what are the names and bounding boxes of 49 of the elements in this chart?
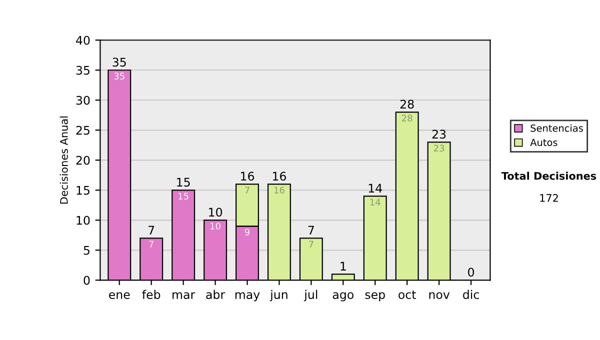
- data-label: 9: [244, 228, 250, 236]
- x-tick-label: sep: [365, 292, 385, 302]
- data-label: 7: [309, 240, 314, 248]
- y-tick-label: 25: [76, 126, 90, 135]
- x-tick-label: mar: [172, 292, 196, 300]
- x-tick-label: nov: [429, 292, 450, 300]
- data-label: 35: [114, 72, 124, 80]
- data-label: 16: [274, 186, 284, 194]
- x-tick-label: may: [235, 292, 260, 302]
- data-label: 28: [402, 114, 412, 122]
- total-label: 0: [468, 268, 474, 277]
- y-axis-title: Decisiones Anual: [60, 116, 68, 204]
- x-tick-label: jul: [304, 290, 318, 302]
- total-label: 23: [432, 130, 446, 139]
- data-label: 15: [178, 192, 188, 200]
- total-label: 16: [273, 172, 286, 181]
- data-label: 10: [210, 222, 220, 230]
- x-tick-label: dic: [463, 290, 479, 300]
- x-tick-label: jun: [270, 290, 288, 302]
- x-tick-label: feb: [142, 290, 160, 300]
- total-label: 10: [209, 208, 222, 217]
- y-tick-label: 15: [76, 186, 90, 195]
- legend-label: Autos: [530, 138, 558, 146]
- x-tick-label: abr: [206, 290, 226, 300]
- y-tick-label: 40: [76, 36, 90, 45]
- x-tick-label: oct: [398, 290, 416, 300]
- y-tick-label: 5: [84, 246, 90, 255]
- total-label: 7: [308, 226, 314, 234]
- total-label: 28: [400, 100, 414, 109]
- text: 172: [540, 194, 558, 202]
- total-label: 14: [368, 184, 382, 192]
- data-label: 7: [149, 240, 154, 248]
- x-tick-label: ago: [332, 292, 354, 302]
- total-label: 15: [177, 178, 190, 187]
- x-tick-label: ene: [109, 292, 130, 300]
- total-label: 35: [112, 58, 126, 67]
- total-label: 7: [148, 226, 154, 234]
- data-label: 23: [434, 144, 444, 152]
- data-label: 14: [370, 198, 380, 206]
- y-tick-label: 20: [76, 156, 90, 165]
- text: Total Decisiones: [501, 172, 596, 180]
- legend-label: Sentencias: [530, 124, 583, 132]
- data-label: 7: [245, 186, 250, 194]
- y-tick-label: 35: [76, 66, 90, 75]
- y-tick-label: 30: [76, 96, 90, 105]
- y-tick-label: 10: [76, 216, 90, 225]
- total-label: 1: [340, 262, 346, 271]
- total-label: 16: [241, 172, 254, 181]
- y-tick-label: 0: [84, 276, 90, 285]
